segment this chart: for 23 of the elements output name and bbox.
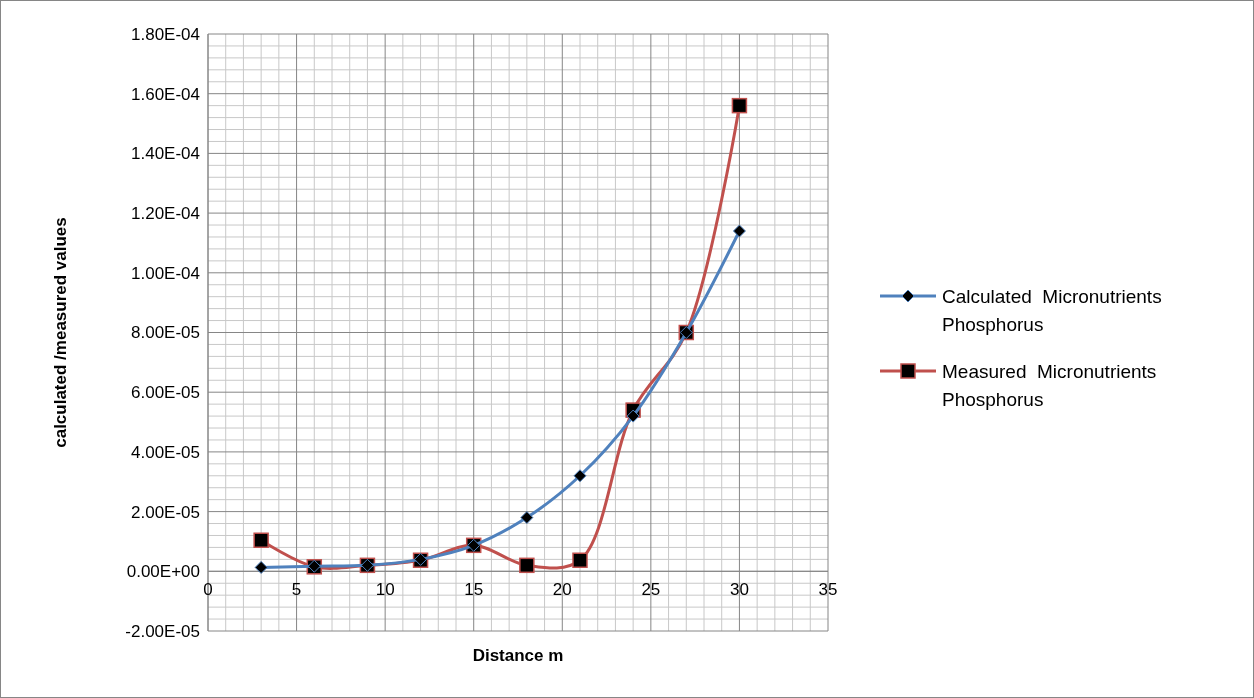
x-tick-label: 30 <box>729 580 749 600</box>
y-axis-title: calculated /measured values <box>51 217 70 448</box>
y-tick-label: -2.00E-05 <box>125 621 200 641</box>
x-tick-label: 20 <box>552 580 572 600</box>
y-tick-label: 1.00E-04 <box>131 263 200 283</box>
y-tick-label: 6.00E-05 <box>131 383 200 403</box>
y-tick-label: 1.40E-04 <box>131 144 200 164</box>
y-tick-label: 1.60E-04 <box>131 84 200 104</box>
y-tick-label: 8.00E-05 <box>131 323 200 343</box>
y-tick-label: 2.00E-05 <box>131 502 200 522</box>
x-axis-title: Distance m <box>472 646 564 665</box>
y-tick-label: 1.80E-04 <box>131 24 200 44</box>
y-tick-label: 0.00E+00 <box>126 562 200 582</box>
x-tick-label: 15 <box>464 580 484 600</box>
x-tick-label: 0 <box>203 580 213 600</box>
x-tick-label: 35 <box>818 580 838 600</box>
x-tick-label: 25 <box>641 580 661 600</box>
legend-label: Calculated Micronutrients Phosphorus <box>942 285 1162 335</box>
legend-label: Measured Micronutrients Phosphorus <box>942 360 1157 410</box>
x-tick-label: 10 <box>375 580 395 600</box>
y-tick-label: 1.20E-04 <box>131 204 200 224</box>
y-tick-label: 4.00E-05 <box>131 442 200 462</box>
x-tick-label: 5 <box>291 580 302 600</box>
